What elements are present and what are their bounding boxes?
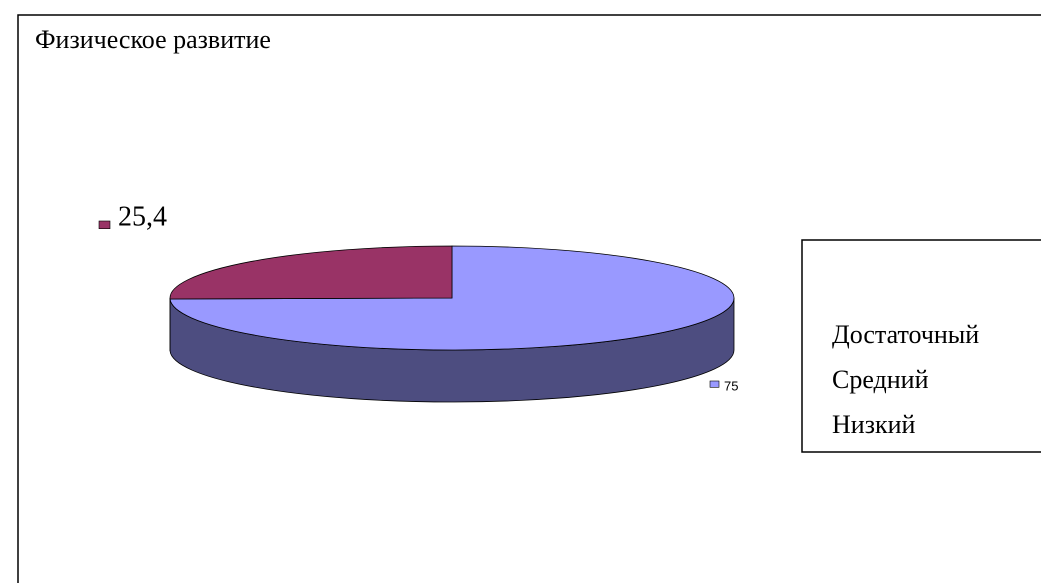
legend-box: [801, 239, 1041, 453]
chart-title: Физическое развитие: [35, 25, 271, 54]
legend-label: Достаточный: [832, 320, 979, 349]
legend-label: Средний: [832, 365, 929, 394]
legend-label: Низкий: [832, 410, 916, 439]
data-label: 75: [724, 378, 738, 393]
pie-slice: [169, 245, 453, 300]
label-marker: [98, 220, 111, 229]
data-label: 25,4: [118, 201, 167, 232]
label-marker: [709, 380, 720, 388]
